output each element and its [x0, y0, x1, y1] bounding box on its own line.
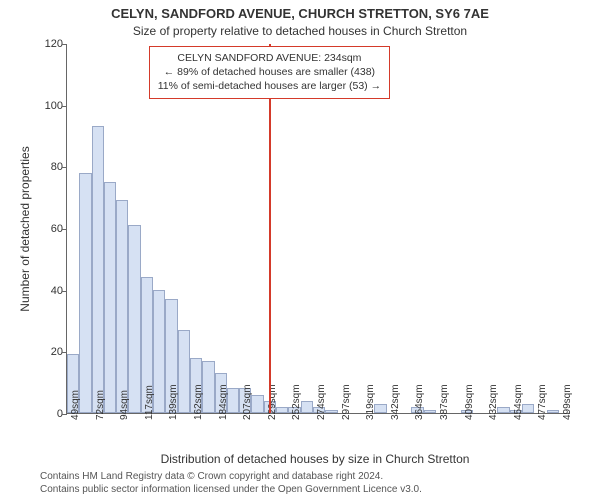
histogram-bar: [424, 410, 436, 413]
y-tick-label: 80: [25, 161, 63, 173]
x-tick-label: 252sqm: [291, 384, 302, 420]
chart-title: CELYN, SANDFORD AVENUE, CHURCH STRETTON,…: [0, 6, 600, 21]
x-tick-label: 297sqm: [341, 384, 352, 420]
x-tick-label: 342sqm: [390, 384, 401, 420]
y-tick-mark: [62, 291, 67, 292]
x-tick-label: 184sqm: [218, 384, 229, 420]
footer-line-2: Contains public sector information licen…: [40, 483, 590, 496]
histogram-bar: [116, 200, 128, 413]
x-tick-label: 477sqm: [537, 384, 548, 420]
y-tick-label: 120: [25, 38, 63, 50]
x-tick-label: 499sqm: [562, 384, 573, 420]
histogram-bar: [547, 410, 559, 413]
footer-text: Contains HM Land Registry data © Crown c…: [40, 470, 590, 496]
histogram-bar: [202, 361, 214, 413]
x-tick-label: 274sqm: [316, 384, 327, 420]
histogram-bar: [92, 126, 104, 413]
x-tick-label: 409sqm: [464, 384, 475, 420]
plot-area: 02040608010012049sqm72sqm94sqm117sqm139s…: [66, 44, 570, 414]
histogram-bar: [497, 407, 509, 413]
footer-line-1: Contains HM Land Registry data © Crown c…: [40, 470, 590, 483]
y-tick-label: 0: [25, 408, 63, 420]
x-axis-label: Distribution of detached houses by size …: [40, 452, 590, 466]
x-tick-label: 207sqm: [242, 384, 253, 420]
chart-root: { "titles": { "line1": "CELYN, SANDFORD …: [0, 0, 600, 500]
y-tick-mark: [62, 229, 67, 230]
x-tick-label: 432sqm: [488, 384, 499, 420]
chart-subtitle: Size of property relative to detached ho…: [0, 24, 600, 38]
annotation-line: ← 89% of detached houses are smaller (43…: [158, 65, 381, 79]
marker-line: [269, 44, 271, 413]
x-tick-label: 49sqm: [70, 390, 81, 420]
x-tick-label: 94sqm: [119, 390, 130, 420]
histogram-bar: [251, 395, 263, 414]
y-tick-mark: [62, 167, 67, 168]
x-tick-label: 387sqm: [439, 384, 450, 420]
x-tick-label: 162sqm: [193, 384, 204, 420]
x-tick-label: 454sqm: [513, 384, 524, 420]
histogram-bar: [374, 404, 386, 413]
y-tick-label: 40: [25, 285, 63, 297]
y-tick-mark: [62, 106, 67, 107]
annotation-line: CELYN SANDFORD AVENUE: 234sqm: [158, 51, 381, 65]
y-tick-mark: [62, 44, 67, 45]
histogram-bar: [325, 410, 337, 413]
plot-inner: 02040608010012049sqm72sqm94sqm117sqm139s…: [67, 44, 570, 413]
y-tick-label: 100: [25, 100, 63, 112]
x-tick-label: 139sqm: [168, 384, 179, 420]
y-tick-label: 60: [25, 223, 63, 235]
annotation-box: CELYN SANDFORD AVENUE: 234sqm← 89% of de…: [149, 46, 390, 99]
x-tick-label: 364sqm: [414, 384, 425, 420]
annotation-line: 11% of semi-detached houses are larger (…: [158, 79, 381, 93]
histogram-bar: [178, 330, 190, 413]
histogram-bar: [128, 225, 140, 413]
y-tick-mark: [62, 352, 67, 353]
x-tick-label: 72sqm: [95, 390, 106, 420]
histogram-bar: [104, 182, 116, 413]
histogram-bar: [79, 173, 91, 414]
x-tick-label: 319sqm: [365, 384, 376, 420]
x-tick-label: 117sqm: [144, 385, 155, 420]
y-tick-mark: [62, 414, 67, 415]
y-tick-label: 20: [25, 346, 63, 358]
histogram-bar: [301, 401, 313, 413]
